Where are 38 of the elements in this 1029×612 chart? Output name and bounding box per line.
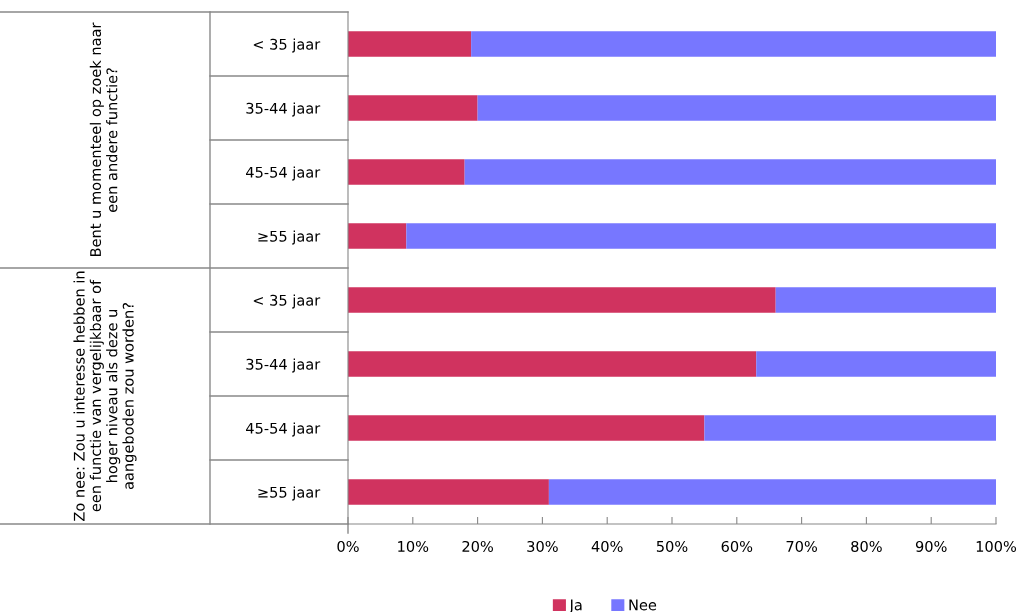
x-tick-label: 40% <box>591 540 623 552</box>
legend-label: Nee <box>629 599 657 611</box>
bar <box>464 159 996 185</box>
bar <box>348 223 407 249</box>
bar <box>406 223 996 249</box>
bar <box>348 159 465 185</box>
bar <box>348 415 705 441</box>
y-tick-label: ≥55 jaar <box>258 230 321 245</box>
y-tick-label: < 35 jaar <box>253 38 321 53</box>
bar <box>348 287 776 313</box>
bar <box>348 31 472 57</box>
x-tick-label: 80% <box>851 540 882 552</box>
bar <box>471 31 996 57</box>
x-tick-label: 0% <box>337 540 359 552</box>
bar <box>348 351 757 377</box>
y-tick-label: 45-54 jaar <box>246 166 321 181</box>
bar <box>548 479 996 505</box>
x-tick-label: 100% <box>976 540 1017 552</box>
bar <box>775 287 996 313</box>
bar <box>348 479 549 505</box>
bar <box>348 95 478 121</box>
y-tick-label: < 35 jaar <box>253 294 321 309</box>
x-tick-label: 30% <box>527 540 558 552</box>
bar <box>756 351 996 377</box>
bar <box>704 415 996 441</box>
y-tick-label: 35-44 jaar <box>246 102 321 117</box>
y-tick-label: 35-44 jaar <box>246 358 321 373</box>
y-tick-label: ≥55 jaar <box>258 486 321 501</box>
y-tick-label: 45-54 jaar <box>246 422 321 437</box>
x-tick-label: 10% <box>398 540 429 552</box>
text: Zo nee: Zou u interesse hebben in een functie van vergelijkbaar of hoger niveau als deze u aangeboden zou worden? <box>73 271 137 521</box>
x-tick-label: 90% <box>915 540 947 552</box>
text: Bent u momenteel op zoek naar een andere functie? <box>89 22 118 257</box>
bar <box>477 95 996 121</box>
x-tick-label: 60% <box>721 540 753 552</box>
x-tick-label: 50% <box>656 540 688 552</box>
x-tick-label: 70% <box>786 540 817 552</box>
x-tick-label: 20% <box>462 540 493 552</box>
